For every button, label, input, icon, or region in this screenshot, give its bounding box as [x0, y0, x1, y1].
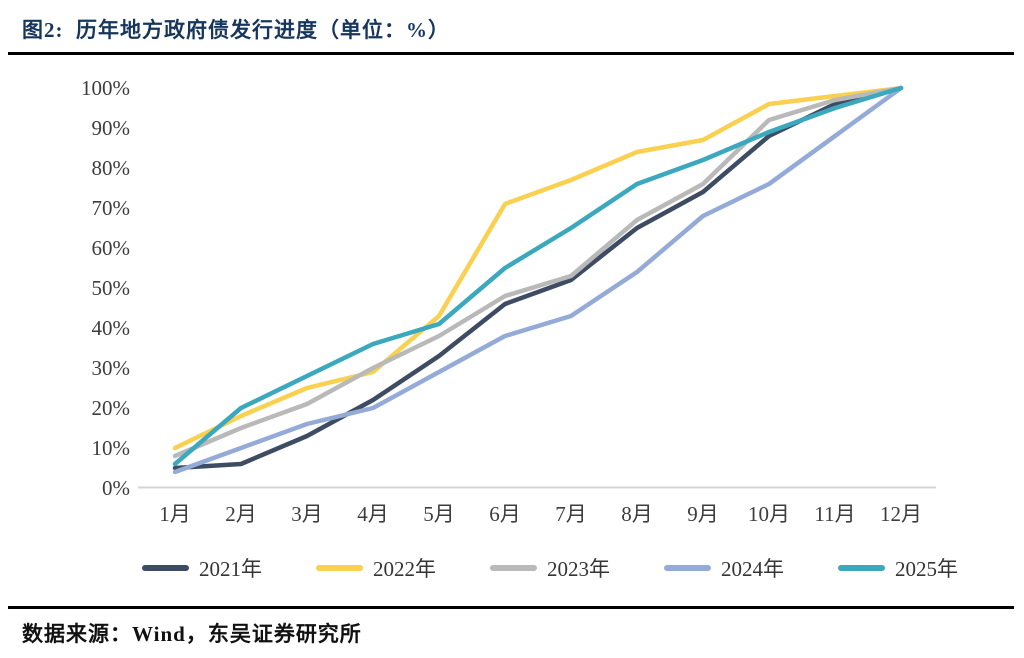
x-axis-tick: 3月 [291, 502, 323, 526]
series-line-2024 [172, 85, 904, 475]
data-source-text: 数据来源：Wind，东吴证券研究所 [22, 622, 362, 646]
legend-marker-icon [490, 565, 537, 571]
series-line-2023 [172, 85, 904, 459]
y-axis-tick: 60% [92, 236, 131, 260]
legend-item-2025: 2025年 [838, 553, 958, 583]
x-axis-tick: 11月 [814, 502, 855, 526]
legend-item-2023: 2023年 [490, 553, 610, 583]
x-axis-tick: 7月 [555, 502, 587, 526]
legend-label: 2021年 [199, 557, 262, 581]
x-axis-tick: 4月 [357, 502, 389, 526]
legend-label: 2024年 [721, 557, 784, 581]
series-line-2022 [172, 85, 904, 451]
series-line-2021 [172, 85, 904, 471]
x-axis-tick: 10月 [748, 502, 790, 526]
legend-item-2024: 2024年 [664, 553, 784, 583]
chart-legend: 2021年 2022年 2023年 2024年 2025年 [142, 553, 958, 583]
footer-separator-rule [8, 606, 1014, 609]
x-axis-tick: 9月 [687, 502, 719, 526]
legend-marker-icon [838, 565, 885, 571]
x-axis-tick: 6月 [489, 502, 521, 526]
y-axis-tick: 20% [92, 396, 131, 420]
y-axis-tick: 90% [92, 116, 131, 140]
legend-label: 2022年 [373, 557, 436, 581]
x-axis-tick: 12月 [880, 502, 922, 526]
y-axis-tick: 10% [92, 436, 131, 460]
x-axis-tick: 5月 [423, 502, 455, 526]
y-axis-tick: 80% [92, 156, 131, 180]
figure-title: 图2: 历年地方政府债发行进度（单位：%） [22, 18, 450, 42]
legend-label: 2025年 [895, 557, 958, 581]
series-line-2025 [172, 85, 904, 467]
x-axis-tick: 2月 [225, 502, 257, 526]
legend-marker-icon [142, 565, 189, 571]
y-axis-tick: 0% [102, 476, 130, 500]
legend-marker-icon [316, 565, 363, 571]
legend-item-2021: 2021年 [142, 553, 262, 583]
y-axis-tick: 50% [92, 276, 131, 300]
y-axis-tick: 100% [81, 76, 130, 100]
y-axis-tick: 40% [92, 316, 131, 340]
legend-label: 2023年 [547, 557, 610, 581]
legend-item-2022: 2022年 [316, 553, 436, 583]
legend-marker-icon [664, 565, 711, 571]
x-axis-tick: 8月 [621, 502, 653, 526]
y-axis-tick: 30% [92, 356, 131, 380]
title-separator-rule [8, 52, 1014, 55]
y-axis-tick: 70% [92, 196, 131, 220]
x-axis-tick: 1月 [159, 502, 191, 526]
